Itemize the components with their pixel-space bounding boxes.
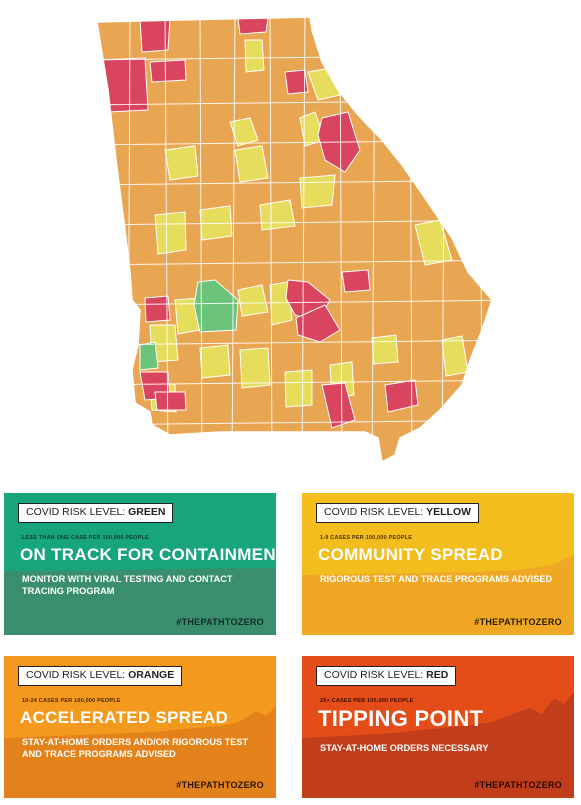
county-yellow (371, 334, 399, 365)
risk-level-label: COVID RISK LEVEL: YELLOW (316, 503, 480, 523)
risk-level-prefix: COVID RISK LEVEL: (324, 506, 427, 518)
county-red (341, 269, 371, 293)
risk-level-label: COVID RISK LEVEL: GREEN (18, 503, 174, 523)
county-red (284, 69, 309, 95)
hashtag: #THEPATHTOZERO (474, 780, 562, 790)
risk-card-green: COVID RISK LEVEL: GREEN LESS THAN ONE CA… (4, 493, 276, 635)
county-yellow (414, 219, 453, 266)
risk-level-name: RED (426, 669, 449, 681)
county-yellow (164, 145, 199, 181)
case-threshold: 1-9 CASES PER 100,000 PEOPLE (320, 535, 413, 541)
state-outline (96, 16, 493, 464)
risk-guidance: RIGOROUS TEST AND TRACE PROGRAMS ADVISED (320, 574, 553, 584)
county-green (193, 279, 239, 333)
risk-headline: ON TRACK FOR CONTAINMENT (20, 545, 276, 564)
county-red (237, 17, 269, 35)
risk-headline: TIPPING POINT (318, 706, 484, 731)
hashtag: #THEPATHTOZERO (176, 617, 264, 627)
county-yellow (229, 117, 259, 147)
case-threshold: LESS THAN ONE CASE PER 100,000 PEOPLE (22, 535, 149, 541)
risk-headline: ACCELERATED SPREAD (20, 708, 229, 727)
risk-level-prefix: COVID RISK LEVEL: (324, 669, 427, 681)
county-yellow (234, 145, 269, 183)
county-red (149, 59, 187, 83)
risk-level-name: YELLOW (426, 506, 472, 518)
risk-level-label: COVID RISK LEVEL: ORANGE (18, 666, 183, 686)
risk-card-orange: COVID RISK LEVEL: ORANGE 10-24 CASES PER… (4, 656, 276, 798)
trend-wave-yellow (302, 555, 574, 635)
hashtag: #THEPATHTOZERO (176, 780, 264, 790)
county-yellow (244, 39, 265, 73)
county-red (144, 295, 171, 323)
county-red (295, 304, 341, 343)
county-yellow (299, 174, 336, 209)
risk-level-name: ORANGE (128, 669, 175, 681)
county-red (321, 382, 356, 429)
county-yellow (259, 199, 296, 231)
county-yellow (199, 344, 231, 379)
county-green (139, 341, 159, 371)
case-threshold: 10-24 CASES PER 100,000 PEOPLE (22, 698, 121, 704)
risk-level-label: COVID RISK LEVEL: RED (316, 666, 457, 686)
risk-level-name: GREEN (128, 506, 166, 518)
trend-wave-orange (4, 706, 276, 798)
risk-guidance: STAY-AT-HOME ORDERS AND/OR RIGOROUS TEST… (22, 737, 249, 759)
case-threshold: 25+ CASES PER 100,000 PEOPLE (320, 698, 414, 704)
risk-guidance: STAY-AT-HOME ORDERS NECESSARY (320, 743, 489, 753)
trend-wave-green (4, 568, 276, 635)
hashtag: #THEPATHTOZERO (474, 617, 562, 627)
risk-level-prefix: COVID RISK LEVEL: (26, 669, 129, 681)
county-yellow (154, 211, 187, 255)
risk-card-yellow: COVID RISK LEVEL: YELLOW 1-9 CASES PER 1… (302, 493, 574, 635)
risk-level-prefix: COVID RISK LEVEL: (26, 506, 129, 518)
risk-guidance: MONITOR WITH VIRAL TESTING AND CONTACT T… (22, 574, 233, 596)
county-yellow (237, 284, 269, 317)
county-borders (97, 17, 492, 462)
risk-card-red: COVID RISK LEVEL: RED 25+ CASES PER 100,… (302, 656, 574, 798)
trend-wave-red (302, 692, 574, 798)
county-red (154, 391, 187, 411)
county-yellow (239, 347, 271, 389)
georgia-county-risk-map (96, 16, 493, 464)
county-yellow (284, 369, 313, 408)
risk-headline: COMMUNITY SPREAD (318, 545, 503, 564)
